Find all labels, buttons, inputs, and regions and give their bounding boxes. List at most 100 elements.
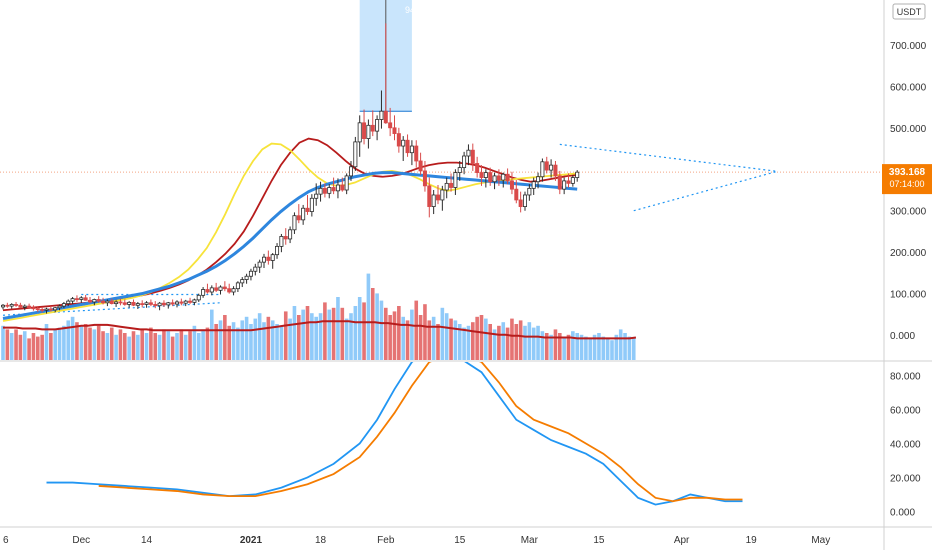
volume-bar: [123, 333, 127, 360]
volume-bar: [270, 320, 275, 360]
volume-bar: [196, 333, 201, 360]
volume-bar: [192, 325, 197, 360]
volume-bar: [136, 334, 140, 360]
volume-bar: [231, 322, 236, 360]
volume-bar: [349, 313, 353, 360]
candle-body: [405, 139, 410, 154]
candle-body: [74, 298, 79, 301]
x-tick-label: Apr: [674, 535, 690, 546]
volume-bar: [331, 307, 336, 360]
x-tick-label: 15: [593, 535, 605, 546]
candle-body: [261, 256, 266, 263]
candle-body: [161, 302, 166, 306]
candle-body: [205, 289, 210, 293]
oscillator-tick-label: 60.000: [890, 406, 921, 417]
candle-body: [114, 301, 119, 305]
volume-bar: [475, 316, 479, 360]
candle-body: [279, 236, 284, 247]
candle-body: [435, 194, 440, 201]
candle-body: [174, 301, 179, 305]
volume-bar: [410, 309, 414, 360]
volume-bar: [249, 324, 253, 360]
volume-bar: [344, 318, 349, 360]
candle-body: [301, 207, 306, 221]
candle-body: [140, 303, 145, 306]
candle-body: [466, 149, 471, 157]
candle-body: [549, 164, 554, 171]
currency-label: USDT: [897, 7, 922, 17]
volume-bar: [527, 322, 532, 360]
volume-bar: [375, 293, 379, 360]
volume-bar: [553, 329, 558, 360]
candle-body: [475, 163, 480, 173]
volume-bar: [101, 331, 105, 360]
candle-body: [153, 304, 158, 307]
candle-body: [253, 266, 258, 272]
candle-body: [305, 207, 310, 212]
volume-bar: [5, 329, 10, 360]
volume-bar: [114, 334, 118, 360]
volume-bar: [105, 333, 110, 360]
volume-bar: [401, 316, 405, 360]
candle-body: [57, 305, 62, 309]
volume-bar: [27, 338, 31, 360]
volume-bar: [75, 322, 79, 360]
candle-body: [375, 119, 380, 132]
x-tick-label: Feb: [377, 535, 395, 546]
candle-body: [296, 215, 301, 221]
volume-bar: [283, 311, 288, 360]
candle-body: [218, 286, 223, 291]
volume-bar: [510, 318, 514, 360]
volume-bar: [397, 306, 401, 360]
volume-bar: [457, 324, 462, 360]
volume-bar: [301, 309, 305, 360]
volume-bar: [497, 325, 501, 360]
candle-body: [462, 155, 467, 169]
volume-bar: [544, 333, 549, 360]
volume-bar: [597, 333, 601, 360]
currency-badge[interactable]: [892, 3, 926, 20]
candle-body: [496, 175, 501, 181]
volume-bar: [88, 327, 92, 360]
candle-body: [518, 199, 523, 207]
current-price-tag: 393.168 07:14:00: [882, 164, 932, 195]
candle-body: [553, 164, 558, 177]
candle-body: [527, 187, 532, 196]
candle-body: [440, 189, 445, 201]
volume-bar: [588, 338, 593, 360]
candles: [0, 23, 580, 314]
candle-body: [488, 172, 493, 183]
candle-body: [422, 170, 427, 187]
candle-body: [166, 302, 171, 306]
candle-body: [292, 215, 297, 231]
candle-body: [105, 300, 110, 304]
candle-body: [453, 172, 458, 188]
volume-bar: [1, 325, 5, 360]
candle-body: [357, 122, 362, 143]
volume-bar: [140, 329, 144, 360]
volume-bar: [36, 336, 40, 360]
current-price-value: 393.168: [889, 167, 926, 178]
candle-body: [344, 175, 349, 191]
x-tick-label: 18: [315, 535, 327, 546]
candle-body: [505, 173, 510, 182]
volume-bar: [236, 327, 240, 360]
oscillator-tick-label: 20.000: [890, 473, 921, 484]
volume-bar: [418, 315, 423, 360]
volume-bar: [279, 325, 284, 360]
candle-body: [109, 300, 114, 305]
candle-body: [170, 302, 175, 305]
volume-bar: [562, 336, 566, 360]
volume-bar: [44, 324, 49, 360]
candle-body: [318, 187, 323, 195]
volume-bar: [227, 325, 231, 360]
volume-bar: [501, 322, 506, 360]
candle-body: [309, 197, 314, 212]
volume-bar: [518, 320, 523, 360]
candle-body: [379, 110, 384, 120]
candle-body: [66, 300, 71, 305]
candle-body: [122, 302, 127, 305]
volume-bar: [327, 309, 332, 360]
